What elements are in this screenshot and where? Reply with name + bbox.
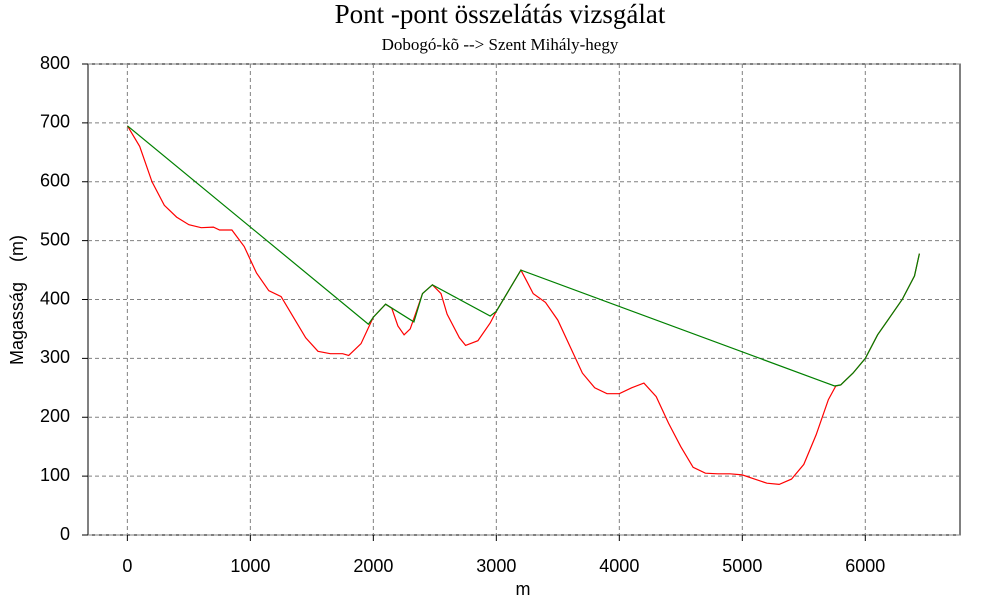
y-tick-label: 100	[40, 465, 70, 485]
x-tick-label: 4000	[599, 556, 639, 576]
chart-subtitle: Dobogó-kõ --> Szent Mihály-hegy	[382, 35, 619, 54]
series-line	[126, 125, 920, 486]
y-tick-label: 200	[40, 406, 70, 426]
y-tick-label: 800	[40, 53, 70, 73]
x-tick-label: 2000	[353, 556, 393, 576]
y-tick-label: 600	[40, 171, 70, 191]
x-tick-label: 6000	[845, 556, 885, 576]
x-tick-label: 3000	[476, 556, 516, 576]
y-tick-label: 700	[40, 112, 70, 132]
y-tick-label: 400	[40, 288, 70, 308]
y-tick-label: 500	[40, 229, 70, 249]
y-tick-label: 0	[60, 524, 70, 544]
y-axis-label: Magasság (m)	[7, 235, 27, 365]
series-line	[127, 125, 920, 387]
y-tick-label: 300	[40, 347, 70, 367]
x-axis-label: m	[516, 579, 531, 599]
chart-title: Pont -pont összelátás vizsgálat	[335, 0, 666, 29]
x-tick-label: 1000	[230, 556, 270, 576]
x-tick-label: 0	[122, 556, 132, 576]
x-tick-label: 5000	[722, 556, 762, 576]
